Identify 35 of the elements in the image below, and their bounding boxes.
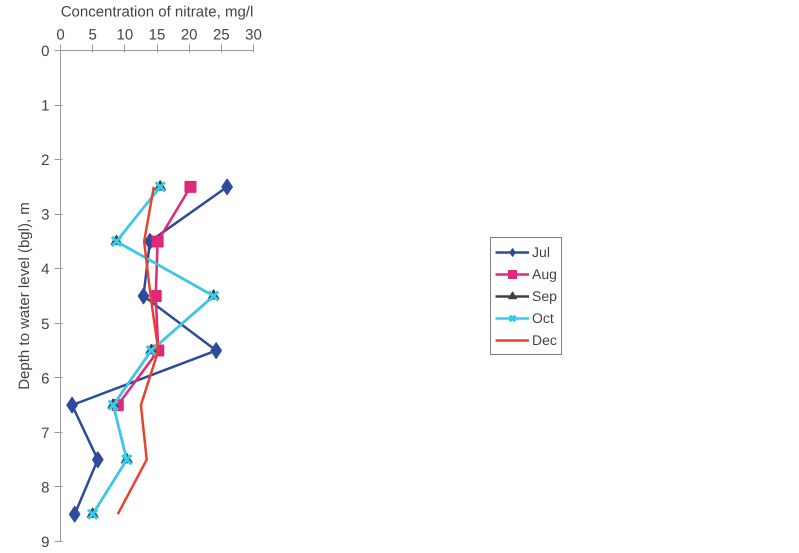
x-tick-label: 5 <box>88 26 97 44</box>
y-tick-label: 2 <box>41 152 50 170</box>
x-tick-label: 20 <box>180 26 198 44</box>
x-axis-title: Concentration of nitrate, mg/l <box>60 4 254 20</box>
x-tick-label: 30 <box>245 26 262 44</box>
y-tick-label: 6 <box>41 370 50 388</box>
point <box>120 454 133 466</box>
y-tick-label: 4 <box>41 261 50 278</box>
point <box>208 290 220 302</box>
x-tick-label: 0 <box>56 26 65 44</box>
legend-label: Oct <box>532 310 554 326</box>
y-tick-label: 1 <box>41 98 50 115</box>
y-tick-label: 5 <box>41 316 50 333</box>
x-tick-label: 10 <box>116 26 134 44</box>
y-tick-label: 7 <box>41 424 50 442</box>
x-tick-label: 25 <box>212 26 230 44</box>
point <box>110 235 123 248</box>
point <box>86 508 99 520</box>
y-tick-label: 0 <box>41 43 50 60</box>
y-axis-title: Depth to water level (bgl), m <box>16 202 34 390</box>
x-tick-label: 15 <box>148 26 166 44</box>
point <box>145 344 158 357</box>
legend-label: Jul <box>532 244 551 260</box>
point <box>184 180 196 193</box>
y-tick-label: 3 <box>41 206 50 224</box>
point <box>138 288 150 304</box>
y-tick-label: 8 <box>41 479 50 496</box>
point <box>107 399 120 412</box>
point <box>92 451 104 468</box>
legend-label: Aug <box>532 266 557 282</box>
legend-label: Dec <box>532 332 557 348</box>
point <box>210 342 222 360</box>
legend-label: Sep <box>532 288 557 304</box>
y-tick-label: 9 <box>41 534 50 551</box>
point <box>152 235 164 248</box>
